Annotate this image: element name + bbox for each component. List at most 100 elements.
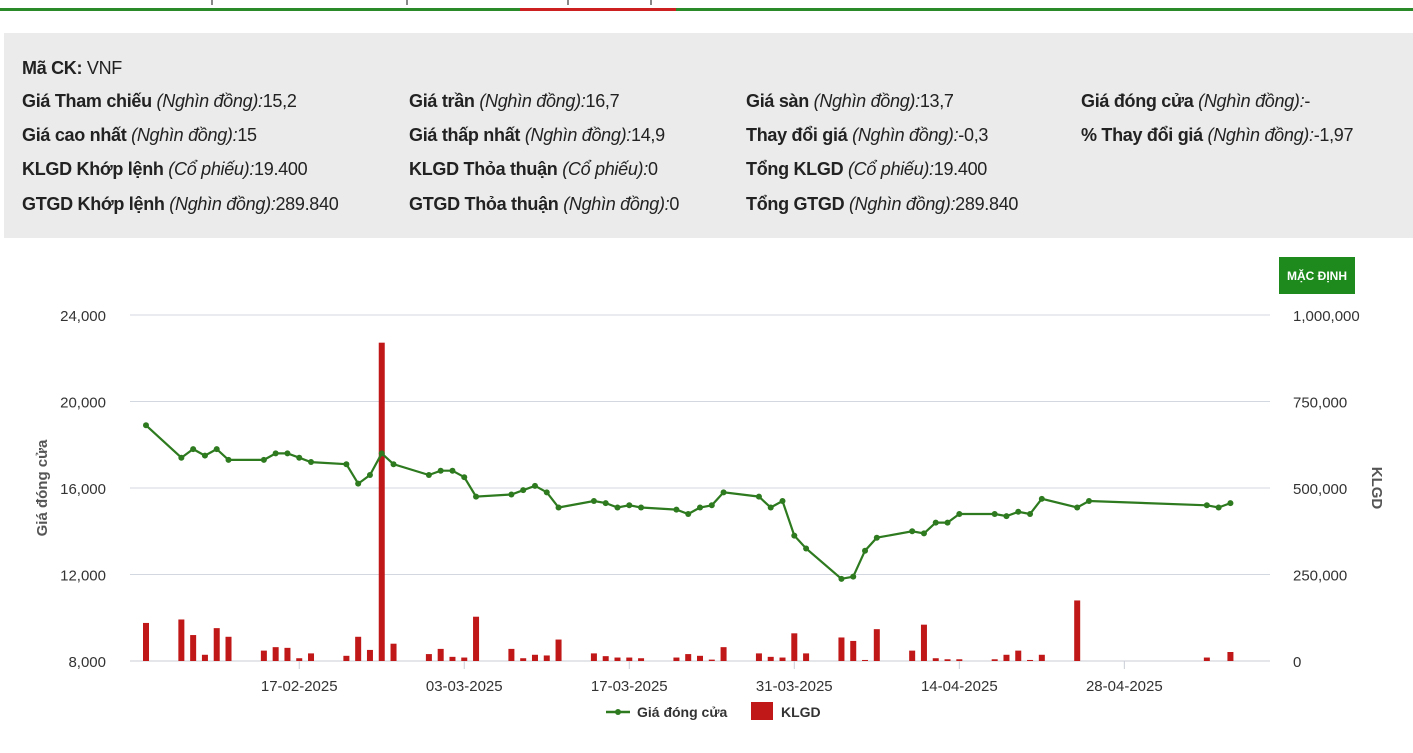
price-point: [355, 480, 362, 487]
info-field-label: GTGD Khớp lệnh: [22, 194, 170, 214]
volume-bar: [1027, 659, 1034, 661]
price-point: [1074, 504, 1081, 511]
y-left-tick-label: 24,000: [60, 308, 106, 325]
volume-bar: [803, 653, 810, 661]
volume-bar: [850, 640, 857, 661]
price-point: [201, 452, 208, 459]
y-right-tick-label: 500,000: [1293, 481, 1347, 498]
default-view-button[interactable]: MẶC ĐỊNH: [1279, 257, 1355, 294]
legend-volume-swatch: [751, 702, 773, 720]
price-point: [944, 519, 951, 526]
info-field-label: Thay đổi giá: [746, 125, 853, 145]
volume-bar: [909, 650, 916, 661]
info-field-value: -0,3: [958, 125, 989, 145]
volume-bar: [390, 643, 397, 661]
info-field-label: KLGD Thỏa thuận: [409, 159, 563, 179]
y-left-tick-label: 20,000: [60, 395, 106, 412]
info-field-label: Tổng KLGD: [746, 159, 848, 179]
info-field-value: -: [1304, 91, 1311, 111]
price-point: [638, 504, 645, 511]
volume-bar: [1203, 657, 1210, 661]
volume-bar: [308, 653, 315, 661]
info-field-unit: (Cổ phiếu):: [168, 159, 255, 179]
volume-bar: [425, 654, 432, 661]
volume-bar: [531, 654, 538, 661]
price-point: [520, 487, 527, 494]
volume-bar: [932, 658, 939, 661]
volume-bar: [343, 655, 350, 661]
price-point: [296, 454, 303, 461]
info-field-unit: (Nghìn đồng):: [131, 125, 238, 145]
info-field-value: 0: [647, 159, 658, 179]
price-point: [284, 450, 291, 457]
volume-bar: [378, 342, 385, 661]
price-point: [673, 506, 680, 513]
info-field-unit: (Nghìn đồng):: [1207, 125, 1314, 145]
info-field-label: KLGD Khớp lệnh: [22, 159, 169, 179]
price-point: [190, 446, 197, 453]
volume-bar: [779, 657, 786, 661]
info-field-value: 0: [669, 194, 680, 214]
symbol-value: VNF: [86, 58, 123, 78]
price-point: [308, 459, 315, 466]
volume-bar: [944, 659, 951, 661]
info-field-value: 15: [237, 125, 257, 145]
volume-bar: [296, 658, 303, 661]
price-point: [1203, 502, 1210, 509]
volume-bar: [755, 653, 762, 661]
info-field-label: % Thay đổi giá: [1081, 125, 1208, 145]
price-volume-chart: 8,000 0 12,000 250,000 16,000 500,000 20,000 75…: [34, 308, 1385, 720]
price-point: [838, 575, 845, 582]
volume-bar: [508, 648, 515, 661]
price-point: [767, 504, 774, 511]
info-field: Giá cao nhất (Nghìn đồng):15: [22, 125, 257, 146]
price-point: [920, 530, 927, 537]
price-point: [390, 461, 397, 468]
volume-bar: [838, 637, 845, 661]
price-point: [791, 532, 798, 539]
price-point: [213, 446, 220, 453]
info-field-unit: (Cổ phiếu):: [562, 159, 648, 179]
y-right-tick-label: 0: [1293, 654, 1301, 671]
price-point: [909, 528, 916, 535]
info-field: % Thay đổi giá (Nghìn đồng):-1,97: [1081, 125, 1354, 146]
symbol-row: Mã CK: VNF: [22, 58, 122, 79]
legend-price-label: Giá đóng cửa: [637, 704, 727, 720]
info-field-unit: (Nghìn đồng):: [479, 91, 586, 111]
volume-bar: [614, 657, 621, 661]
volume-bar: [685, 654, 692, 661]
volume-bar: [213, 628, 220, 661]
y-left-axis-title: Giá đóng cửa: [34, 439, 51, 536]
volume-bar: [355, 636, 362, 661]
info-field-label: Giá thấp nhất: [409, 125, 525, 145]
volume-bar: [1038, 654, 1045, 661]
info-field: Giá sàn (Nghìn đồng):13,7: [746, 91, 954, 112]
nav-underline: [0, 8, 1413, 11]
stock-info-panel: [4, 33, 1413, 238]
info-field-unit: (Nghìn đồng):: [1198, 91, 1305, 111]
volume-bar: [862, 659, 869, 661]
volume-bar: [920, 624, 927, 661]
volume-bar: [449, 656, 456, 661]
x-tick-label: 28-04-2025: [1086, 678, 1163, 695]
info-field-label: Giá đóng cửa: [1081, 91, 1199, 111]
price-point: [473, 493, 480, 500]
x-tick-label: 17-03-2025: [591, 678, 668, 695]
volume-bar: [1003, 654, 1010, 661]
price-point: [956, 510, 963, 517]
info-field: Giá trần (Nghìn đồng):16,7: [409, 91, 620, 112]
volume-bar: [791, 633, 798, 661]
info-field-value: 16,7: [585, 91, 620, 111]
volume-bar: [991, 659, 998, 661]
price-point: [260, 456, 267, 463]
price-point: [461, 474, 468, 481]
x-tick-label: 17-02-2025: [261, 678, 338, 695]
x-tick-label: 14-04-2025: [921, 678, 998, 695]
info-field: Tổng KLGD (Cổ phiếu):19.400: [746, 159, 987, 180]
legend-volume-label: KLGD: [781, 704, 821, 720]
volume-bar: [366, 649, 373, 661]
info-field-value: 13,7: [919, 91, 954, 111]
info-field-unit: (Nghìn đồng):: [156, 91, 263, 111]
price-point: [862, 547, 869, 554]
info-field: Giá đóng cửa (Nghìn đồng):-: [1081, 91, 1310, 112]
